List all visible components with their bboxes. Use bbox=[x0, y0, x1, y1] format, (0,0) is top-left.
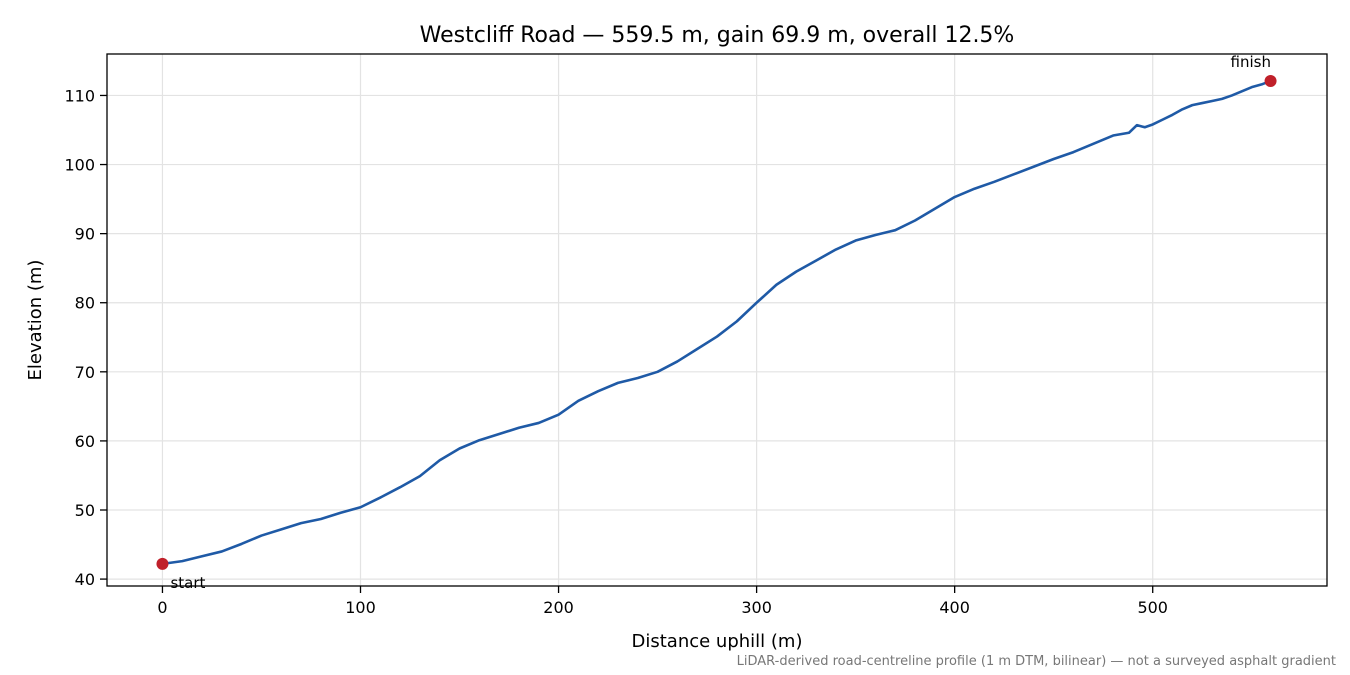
footnote: LiDAR-derived road-centreline profile (1… bbox=[737, 654, 1336, 669]
x-tick-label: 0 bbox=[157, 598, 167, 617]
y-tick-label: 110 bbox=[64, 86, 95, 105]
plot-frame bbox=[106, 53, 1328, 587]
x-tick-label: 100 bbox=[345, 598, 376, 617]
endpoint-markers: start finish bbox=[156, 53, 1277, 592]
y-tick-label: 80 bbox=[75, 294, 95, 313]
y-axis-label: Elevation (m) bbox=[25, 260, 46, 381]
x-axis-ticks: 0 100 200 300 400 500 bbox=[157, 586, 1168, 617]
x-tick-label: 500 bbox=[1137, 598, 1168, 617]
y-tick-label: 90 bbox=[75, 225, 95, 244]
y-axis-ticks: 40 50 60 70 80 90 100 110 bbox=[64, 86, 107, 589]
finish-marker bbox=[1264, 74, 1277, 87]
y-tick-label: 40 bbox=[75, 570, 95, 589]
y-tick-label: 60 bbox=[75, 432, 95, 451]
chart-title: Westcliff Road — 559.5 m, gain 69.9 m, o… bbox=[420, 23, 1015, 48]
x-tick-label: 300 bbox=[741, 598, 772, 617]
x-axis-label: Distance uphill (m) bbox=[632, 631, 803, 652]
x-tick-label: 200 bbox=[543, 598, 574, 617]
finish-label: finish bbox=[1231, 53, 1271, 71]
start-label: start bbox=[170, 574, 205, 592]
y-tick-label: 100 bbox=[64, 156, 95, 175]
y-tick-label: 50 bbox=[75, 501, 95, 520]
grid-lines bbox=[107, 54, 1327, 586]
y-tick-label: 70 bbox=[75, 363, 95, 382]
elevation-profile-line bbox=[161, 79, 1272, 566]
x-tick-label: 400 bbox=[939, 598, 970, 617]
start-marker bbox=[156, 557, 169, 570]
